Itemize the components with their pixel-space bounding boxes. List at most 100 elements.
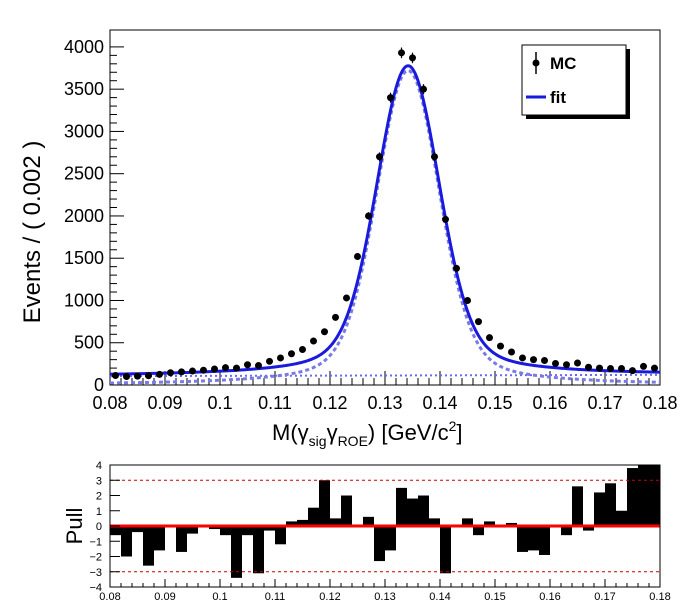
mc-point [167,369,174,377]
pull-x-tick-label: 0.12 [319,591,340,603]
main-x-tick-label: 0.17 [587,393,622,413]
mc-point [387,94,394,102]
y-axis-label: Events / ( 0.002 ) [19,141,46,324]
mc-point [255,362,262,370]
mc-points [112,47,658,381]
pull-x-tick-label: 0.13 [374,591,395,603]
pull-x-tick-label: 0.09 [154,591,175,603]
pull-x-tick-label: 0.18 [649,591,670,603]
pull-bar [253,526,264,574]
pull-bar [121,526,132,557]
mc-point [134,372,141,380]
pull-bar [561,526,572,536]
mc-point [200,366,207,374]
pull-y-tick-label: 1 [96,506,102,518]
mc-point [299,346,306,353]
pull-bar [132,526,143,533]
mc-point [321,328,328,336]
signal-component-line [109,69,661,385]
mc-point [398,49,405,57]
main-y-tick-label: 1000 [64,290,104,310]
pull-plot: −4 −3 −2 −1 0 1 2 3 4 0.08 0.09 0.1 0.11 0.12 0.13 0.1… [62,460,671,603]
x-axis-label-sup: 2 [449,418,457,434]
mc-point [310,337,317,345]
pull-bar [407,498,418,526]
mc-point [453,264,460,272]
main-y-tick-label: 0 [94,375,104,395]
main-y-tick-label: 500 [74,333,104,353]
main-y-tick-labels: 0 500 1000 1500 2000 2500 3000 3500 4000 [64,37,104,395]
pull-bar [297,519,308,526]
pull-bars [110,465,660,578]
x-axis-label-sub2: ROE [338,433,368,449]
pull-y-tick-label: −4 [89,582,102,594]
mc-point [112,372,119,380]
pull-bar [594,492,605,526]
pull-bar [275,526,286,545]
pull-bar [462,518,473,526]
legend-mc-marker [532,59,540,67]
pull-bar [264,526,275,531]
mc-point [376,153,383,161]
pull-bar [374,526,385,562]
mc-point [420,85,427,93]
pull-bar [231,526,242,578]
pull-x-tick-label: 0.15 [484,591,505,603]
pull-bar [220,526,231,536]
mc-point [607,365,614,373]
pull-bar [539,526,550,555]
main-y-tick-label: 1500 [64,248,104,268]
pull-bar [176,526,187,552]
x-axis-label-sub1: sig [309,433,327,449]
main-x-tick-label: 0.08 [92,393,127,413]
background-component-line [109,373,660,378]
pull-bar [341,495,352,526]
pull-bar [110,526,121,536]
pull-bar [484,521,495,526]
main-x-tick-label: 0.1 [207,393,232,413]
mc-point [519,354,526,362]
pull-bar [638,465,649,526]
pull-bar [187,526,198,534]
pull-x-tick-labels: 0.08 0.09 0.1 0.11 0.12 0.13 0.14 0.15 0.16 0.17 0… [99,591,670,603]
mc-point [145,372,152,380]
pull-bar [605,483,616,526]
main-x-tick-label: 0.12 [312,393,347,413]
pull-bar [506,522,517,526]
pull-bar [473,526,484,536]
main-x-tick-label: 0.09 [147,393,182,413]
legend-fit-label: fit [550,88,566,107]
mc-point [222,364,229,372]
pull-y-axis-label: Pull [62,508,87,545]
mc-point [585,363,592,371]
main-x-tick-label: 0.18 [642,393,677,413]
pull-bar [319,480,330,526]
pull-bar [583,526,594,531]
mc-point [486,334,493,342]
main-x-tick-label: 0.14 [422,393,457,413]
mc-point [354,253,361,261]
mc-point [244,361,251,369]
pull-bar [528,526,539,551]
main-y-tick-label: 3000 [64,121,104,141]
pull-bar [429,518,440,526]
mc-point [563,361,570,369]
fit-components [109,69,661,385]
pull-bar [308,507,319,526]
pull-bar [440,526,451,574]
main-x-tick-label: 0.16 [532,393,567,413]
pull-y-tick-label: −2 [89,552,102,564]
pull-x-tick-label: 0.16 [539,591,560,603]
pull-plot-ticks [109,464,661,588]
pull-bar [385,526,396,551]
pull-y-tick-label: 2 [96,491,102,503]
mc-point [431,153,438,161]
pull-bar [363,516,374,526]
main-x-tick-labels: 0.08 0.09 0.1 0.11 0.12 0.13 0.14 0.15 0.16 0.17 0… [92,393,677,413]
main-x-tick-label: 0.15 [477,393,512,413]
x-axis-label-mid: γ [327,420,338,445]
main-y-tick-label: 4000 [64,37,104,57]
main-x-tick-label: 0.11 [258,393,292,413]
